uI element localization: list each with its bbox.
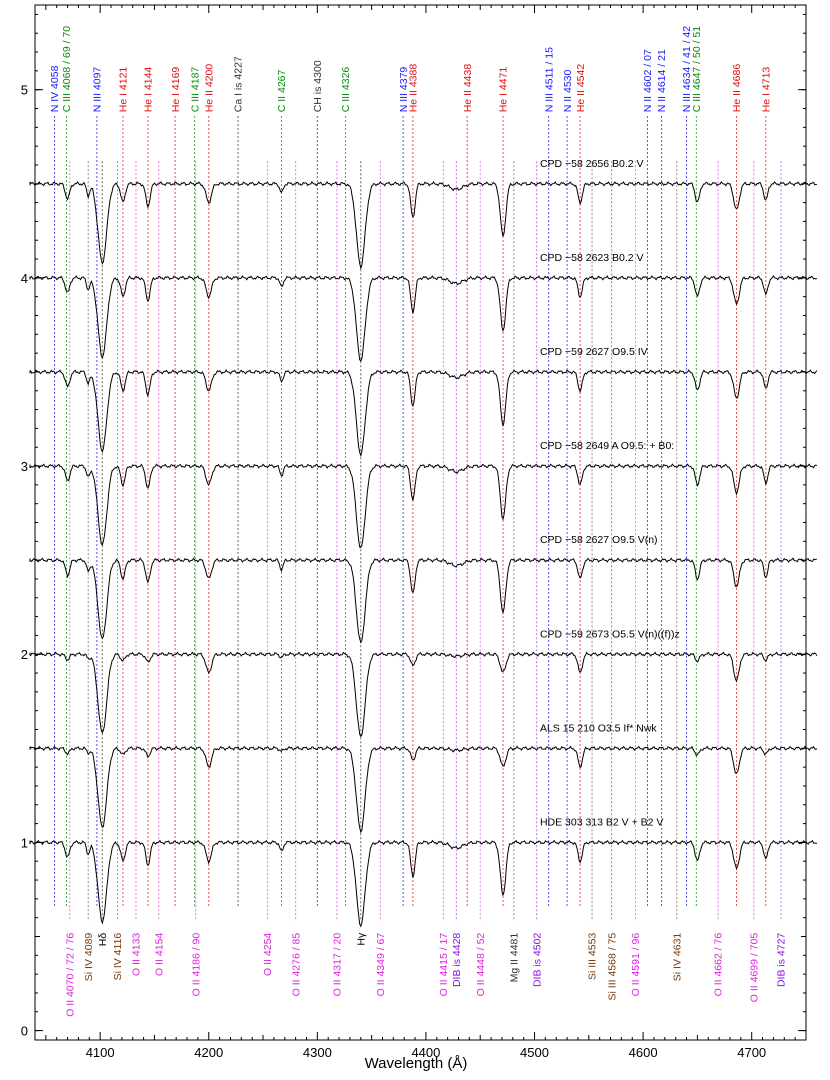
spectrum-line [29,745,818,834]
top-line-label: He II 4542 [575,64,587,113]
y-tick-label: 4 [21,271,28,286]
spectrum-line [29,557,817,644]
spectrum-line [29,651,818,738]
axes: 4100 4200 4300 4400 4500 4600 4700 0 1 2 3 4 5 [21,4,807,1060]
spectrum-label: CPD −58 2649 A O9.5: + B0: [540,440,674,452]
top-line-label: N III 4634 / 41 / 42 [681,26,693,113]
top-line-label: He II 4200 [203,64,215,113]
bottom-line-label: DIB is 4502 [531,933,543,987]
spectrum-line [29,839,818,928]
top-line-label: N III 4379 [398,67,410,113]
bottom-line-label: O II 4154 [153,933,165,976]
x-tick-label: 4600 [629,1045,658,1060]
spectrum-label: CPD −58 2623 B0.2 V [540,252,644,264]
bottom-line-label: O II 4699 / 705 [749,933,761,1003]
top-line-label: He II 4686 [731,64,743,113]
spectrum-line [29,463,818,549]
plot-frame [34,4,807,1041]
spectra [29,180,818,928]
bottom-line-label: O II 4349 / 67 [375,933,387,997]
y-tick-label: 5 [21,83,28,98]
top-line-label: C III 4647 / 50 / 51 [691,26,703,113]
top-line-label: N II 4614 / 21 [656,49,668,112]
top-line-label: He II 4388 [408,64,420,113]
top-line-label: He II 4438 [462,64,474,113]
bottom-line-label: O II 4186 / 90 [190,933,202,997]
x-tick-label: 4500 [520,1045,549,1060]
spectrum-line [29,180,817,271]
y-tick-label: 0 [21,1024,28,1039]
bottom-line-label: O II 4276 / 85 [290,933,302,997]
x-tick-label: 4100 [86,1045,115,1060]
top-line-label: N II 4602 / 07 [642,49,654,112]
x-tick-label: 4300 [303,1045,332,1060]
line-markers [54,116,782,922]
x-tick-label: 4700 [737,1045,766,1060]
top-line-label: N III 4511 / 15 [543,47,555,112]
top-line-label: He I 4144 [143,67,155,113]
bottom-line-label: O II 4591 / 96 [630,933,642,997]
top-line-label: C III 4326 [340,67,352,113]
spectrum-label: CPD −59 2673 O5.5 V(n)((f))z [540,628,680,640]
bottom-line-label: Si III 4568 / 75 [606,933,618,1001]
spectrum-label: CPD −58 2627 O9.5 V(n) [540,534,658,546]
x-tick-label: 4200 [194,1045,223,1060]
top-line-label: N III 4097 [92,67,104,113]
spectrum-label: CPD −58 2656 B0.2 V [540,158,644,170]
x-tick-label: 4400 [411,1045,440,1060]
line-labels: CPD −58 2656 B0.2 V CPD −58 2623 B0.2 V CP… [49,26,787,1017]
top-line-label: N II 4530 [562,69,574,112]
bottom-line-label: O II 4448 / 52 [475,933,487,997]
y-tick-label: 1 [21,835,28,850]
bottom-line-label: O II 4070 / 72 / 76 [64,933,76,1017]
bottom-line-label: O II 4662 / 76 [713,933,725,997]
bottom-line-label: Si IV 4089 [83,933,95,982]
bottom-line-label: Hδ [97,933,109,947]
bottom-line-label: O II 4133 [131,933,143,976]
top-line-label: N IV 4058 [49,65,61,112]
bottom-line-label: O II 4317 / 20 [332,933,344,997]
y-tick-label: 3 [21,459,28,474]
spectrum-label: ALS 15 210 O3.5 If* Nwk [540,722,657,734]
top-line-label: He I 4471 [498,67,510,113]
top-line-label: He I 4169 [170,67,182,113]
top-line-label: C III 4187 [189,67,201,113]
x-axis-label: Wavelength (Å) [365,1055,468,1072]
top-line-label: He I 4121 [118,67,130,113]
y-tick-label: 2 [21,647,28,662]
spectrum-line [29,275,818,362]
bottom-line-label: O II 4254 [262,933,274,976]
top-line-label: C III 4068 / 69 / 70 [61,26,73,113]
bottom-line-label: DIB is 4727 [776,933,788,987]
bottom-line-label: O II 4415 / 17 [438,933,450,997]
bottom-line-label: Si IV 4116 [112,933,124,981]
bottom-line-label: Mg II 4481 [509,933,521,983]
top-line-label: CH is 4300 [312,60,324,112]
top-line-label: C II 4267 [276,69,288,112]
spectrum-label: CPD −59 2627 O9.5 IV [540,346,648,358]
bottom-line-label: Hγ [355,932,367,946]
top-line-label: He I 4713 [760,67,772,113]
top-line-label: Ca I is 4227 [233,56,245,112]
bottom-line-label: Si IV 4631 [671,933,683,982]
spectrum-line [29,369,818,458]
bottom-line-label: Si III 4553 [587,933,599,980]
bottom-line-label: DIB is 4428 [451,933,463,987]
spectrum-label: HDE 303 313 B2 V + B2 V [540,816,663,828]
